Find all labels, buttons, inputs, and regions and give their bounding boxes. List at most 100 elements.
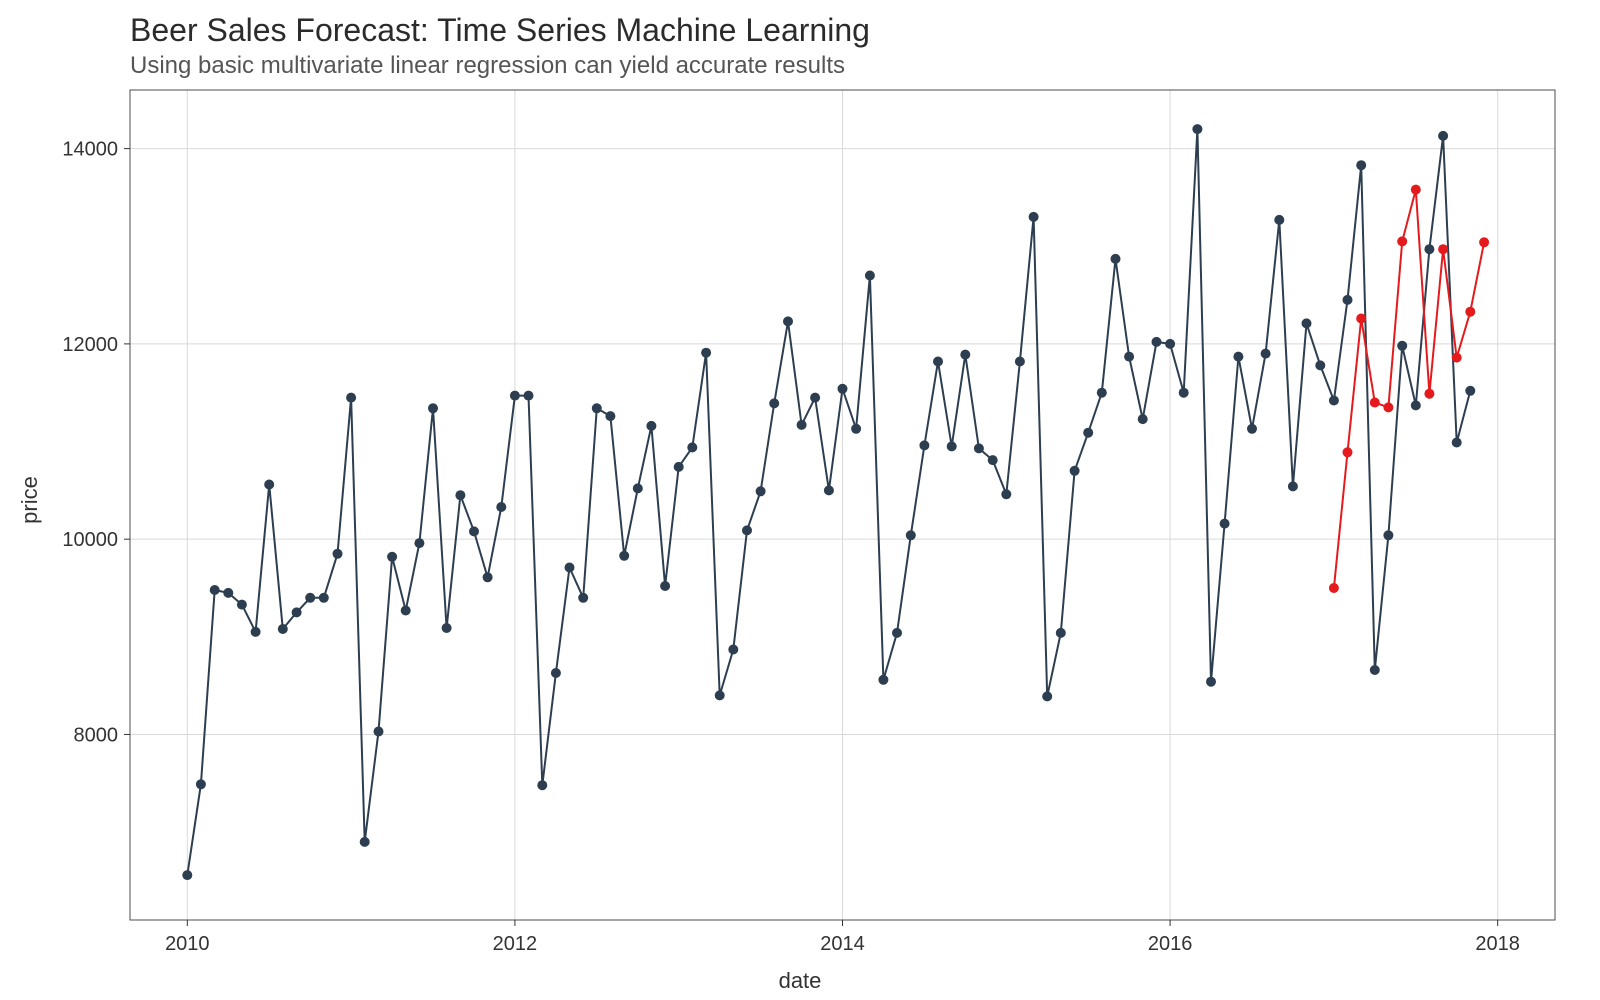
data-point <box>619 551 629 561</box>
chart-svg: 201020122014201620188000100001200014000 <box>0 0 1600 1000</box>
data-point <box>1288 481 1298 491</box>
data-point <box>360 837 370 847</box>
data-point <box>1070 466 1080 476</box>
data-point <box>797 420 807 430</box>
x-tick-label: 2012 <box>493 933 538 955</box>
data-point <box>1370 665 1380 675</box>
data-point <box>810 393 820 403</box>
data-point <box>1343 295 1353 305</box>
data-point <box>865 271 875 281</box>
data-point <box>1152 337 1162 347</box>
axis-ticks: 201020122014201620188000100001200014000 <box>62 139 1520 955</box>
data-point <box>1465 307 1475 317</box>
data-point <box>196 779 206 789</box>
y-tick-label: 12000 <box>62 334 118 356</box>
x-tick-label: 2018 <box>1475 933 1520 955</box>
data-point <box>1165 339 1175 349</box>
data-point <box>715 690 725 700</box>
x-tick-label: 2016 <box>1148 933 1193 955</box>
data-point <box>974 443 984 453</box>
data-point <box>769 398 779 408</box>
data-point <box>1083 428 1093 438</box>
data-point <box>1220 519 1230 529</box>
data-point <box>1192 124 1202 134</box>
data-point <box>1029 212 1039 222</box>
data-point <box>1343 447 1353 457</box>
data-point <box>510 391 520 401</box>
data-point <box>292 607 302 617</box>
y-tick-label: 10000 <box>62 529 118 551</box>
data-point <box>1111 254 1121 264</box>
series-line-actual <box>187 129 1470 875</box>
data-point <box>264 480 274 490</box>
data-point <box>728 645 738 655</box>
data-point <box>1383 402 1393 412</box>
data-point <box>1452 438 1462 448</box>
data-point <box>960 350 970 360</box>
chart-container: Beer Sales Forecast: Time Series Machine… <box>0 0 1600 1000</box>
data-point <box>1138 414 1148 424</box>
data-point <box>333 549 343 559</box>
y-tick-label: 14000 <box>62 139 118 161</box>
data-point <box>1274 215 1284 225</box>
data-point <box>1411 400 1421 410</box>
y-axis-label: price <box>17 476 43 524</box>
data-point <box>1315 360 1325 370</box>
data-point <box>551 668 561 678</box>
data-point <box>1356 314 1366 324</box>
data-point <box>319 593 329 603</box>
data-point <box>1302 318 1312 328</box>
data-point <box>496 502 506 512</box>
data-point <box>223 588 233 598</box>
data-point <box>374 727 384 737</box>
data-point <box>1329 396 1339 406</box>
data-point <box>674 462 684 472</box>
data-point <box>919 440 929 450</box>
data-point <box>838 384 848 394</box>
data-point <box>878 675 888 685</box>
data-point <box>469 526 479 536</box>
data-point <box>1097 388 1107 398</box>
data-point <box>687 442 697 452</box>
data-point <box>455 490 465 500</box>
data-point <box>1261 349 1271 359</box>
data-point <box>1424 389 1434 399</box>
y-tick-label: 8000 <box>74 724 119 746</box>
data-point <box>824 485 834 495</box>
data-point <box>1438 131 1448 141</box>
data-point <box>947 441 957 451</box>
data-point <box>1438 244 1448 254</box>
data-point <box>892 628 902 638</box>
data-point <box>851 424 861 434</box>
data-point <box>1411 185 1421 195</box>
data-point <box>592 403 602 413</box>
chart-title: Beer Sales Forecast: Time Series Machine… <box>130 12 870 49</box>
data-point <box>933 357 943 367</box>
data-point <box>401 606 411 616</box>
data-point <box>1124 352 1134 362</box>
data-point <box>278 624 288 634</box>
data-point <box>1001 489 1011 499</box>
data-point <box>1397 341 1407 351</box>
data-point <box>1206 677 1216 687</box>
data-point <box>1383 530 1393 540</box>
data-point <box>646 421 656 431</box>
data-point <box>742 525 752 535</box>
x-axis-label: date <box>779 968 822 994</box>
data-point <box>182 870 192 880</box>
data-point <box>605 411 615 421</box>
data-point <box>305 593 315 603</box>
data-point <box>1370 398 1380 408</box>
data-point <box>414 538 424 548</box>
data-point <box>1356 160 1366 170</box>
data-point <box>387 552 397 562</box>
data-point <box>483 572 493 582</box>
data-point <box>633 483 643 493</box>
data-point <box>1465 386 1475 396</box>
data-point <box>1247 424 1257 434</box>
data-point <box>428 403 438 413</box>
data-point <box>906 530 916 540</box>
data-point <box>251 627 261 637</box>
data-point <box>988 455 998 465</box>
data-point <box>537 780 547 790</box>
